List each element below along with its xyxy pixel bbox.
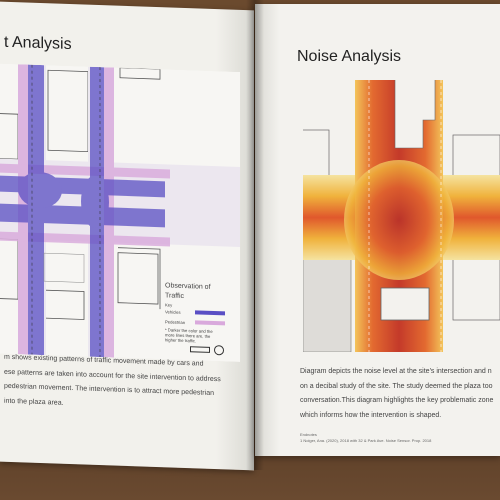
- left-page-title: t Analysis: [4, 33, 72, 54]
- legend-key-label: Key: [165, 302, 173, 308]
- legend-note: * Darker the color and the more lines th…: [165, 327, 213, 344]
- right-paragraph-line: conversation.This diagram highlights the…: [300, 397, 494, 404]
- right-page-title: Noise Analysis: [297, 48, 402, 65]
- legend-pedestrian-label: Pedestrian: [165, 319, 186, 326]
- book-spine-shadow: [246, 0, 264, 470]
- right-paragraph-line: which informs how the intervention is sh…: [300, 411, 442, 419]
- lane-lines: [31, 64, 101, 358]
- footnote-heading: Endnotes: [300, 432, 317, 437]
- left-page: t Analysis: [0, 1, 254, 471]
- noise-analysis-diagram: [303, 80, 500, 352]
- footnote-text: 1 Noiger, Ana. (2020), 2018 with 32 & Pa…: [300, 438, 432, 443]
- scale-bar: [190, 346, 210, 353]
- grey-building: [303, 251, 352, 352]
- plaza-outline: [43, 252, 85, 283]
- legend-title-line2: Traffic: [165, 292, 185, 300]
- north-arrow-icon: [214, 345, 224, 356]
- noise-hotspot: [344, 160, 454, 280]
- right-page: Noise Analysis: [255, 4, 500, 456]
- noise-plaza: [380, 287, 430, 321]
- top-building: [394, 80, 436, 149]
- legend-title: Observation of Traffic: [165, 281, 211, 303]
- right-page-paragraph: Diagram depicts the noise level at the s…: [300, 365, 500, 423]
- right-paragraph-line: on a decibal study of the site. The stud…: [300, 382, 493, 390]
- traffic-analysis-diagram: [0, 63, 240, 362]
- left-page-paragraph: m shows existing patterns of traffic mov…: [4, 351, 244, 417]
- right-page-footnote: Endnotes 1 Noiger, Ana. (2020), 2018 wit…: [300, 432, 490, 444]
- right-paragraph-line: Diagram depicts the noise level at the s…: [300, 368, 492, 375]
- noise-map-svg: [303, 80, 500, 352]
- legend-vehicles-label: Vehicles: [165, 309, 181, 315]
- traffic-map-svg: [0, 63, 240, 362]
